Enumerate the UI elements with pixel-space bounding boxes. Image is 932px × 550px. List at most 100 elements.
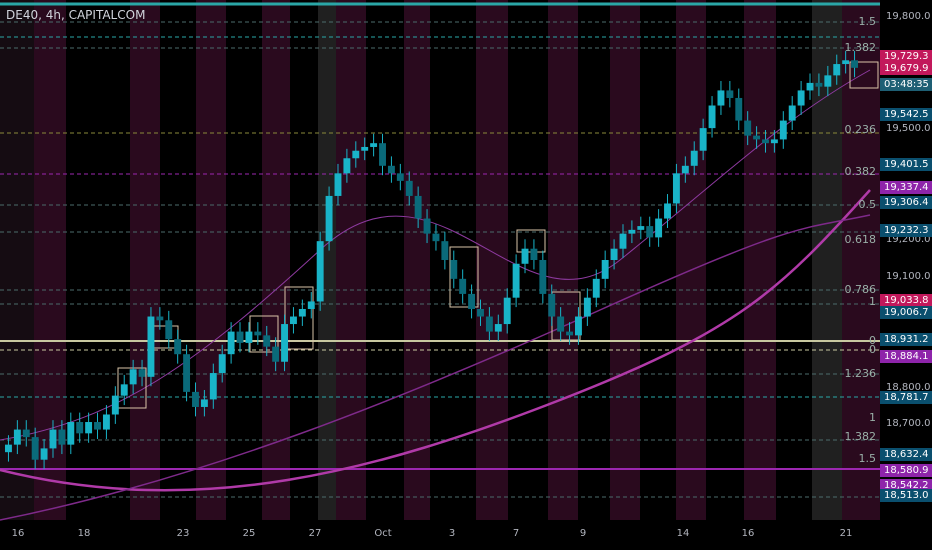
fib-level-label: 0.618 (844, 233, 877, 246)
candle-body (40, 448, 48, 460)
candle-body (298, 308, 306, 317)
candle-body (174, 339, 182, 355)
candle-body (379, 143, 386, 166)
candle-body (281, 324, 288, 362)
candle-body (147, 316, 155, 377)
candle-body (717, 90, 725, 106)
candle-body (788, 105, 796, 121)
candle-body (13, 429, 21, 445)
candle-body (352, 150, 360, 159)
annotation-box (449, 246, 479, 308)
candle-body (102, 414, 110, 430)
candle-body (263, 335, 271, 347)
session-band (262, 0, 290, 520)
candle-body (334, 173, 342, 196)
price-axis-tick: 18,700.0 (886, 418, 931, 429)
candle-body (396, 173, 404, 181)
fib-level-label: 1.5 (858, 15, 877, 28)
candle-body (361, 146, 369, 151)
session-band (476, 0, 508, 520)
candle-body (236, 331, 244, 343)
price-axis-tick: 19,500.0 (886, 123, 931, 134)
fib-level-label: 0.786 (844, 283, 877, 296)
candle-body (156, 316, 164, 321)
candle-body (5, 444, 12, 453)
price-tag: 18,931.2 (880, 333, 932, 346)
price-tag: 18,542.2 (880, 479, 932, 492)
candle-body (67, 422, 75, 445)
fib-level-label: 1.382 (844, 41, 877, 54)
candle-body (601, 260, 609, 279)
candle-body (129, 369, 137, 385)
time-axis-tick: 18 (77, 528, 91, 539)
candle-body (672, 173, 680, 204)
price-axis-tick: 19,100.0 (886, 271, 931, 282)
price-tag: 18,884.1 (880, 350, 932, 363)
candle-body (575, 316, 582, 336)
time-axis-tick: 21 (839, 528, 853, 539)
candle-body (690, 150, 698, 166)
candle-body (610, 248, 618, 260)
price-tag: 19,006.7 (880, 306, 932, 319)
ma-medium (0, 214, 871, 521)
time-axis-tick: Oct (374, 528, 392, 539)
candle-body (432, 233, 440, 242)
fib-level-label: 0 (869, 343, 876, 356)
price-axis-tick: 19,200.0 (886, 234, 931, 245)
ma-slow (0, 189, 871, 492)
fib-level-label: 0.382 (844, 165, 877, 178)
candle-body (254, 331, 262, 336)
candle-body (227, 331, 235, 355)
session-band (318, 0, 336, 520)
session-band (744, 0, 776, 520)
candle-body (708, 105, 716, 129)
price-tag: 18,580.9 (880, 464, 932, 477)
candle-body (824, 75, 832, 87)
candle-body (414, 195, 422, 219)
fib-level-label: 1.236 (844, 367, 877, 380)
fib-level-label: 1 (869, 295, 876, 308)
candle-body (387, 165, 395, 174)
symbol-title: DE40, 4h, CAPITALCOM (6, 8, 146, 22)
candle-body (165, 320, 173, 340)
candle-body (628, 229, 636, 234)
candle-body (753, 135, 761, 140)
candle-body (450, 260, 458, 279)
candle-body (797, 90, 805, 106)
session-band (548, 0, 578, 520)
candle-body (566, 331, 573, 336)
candle-body (209, 373, 217, 400)
candle-body (31, 437, 39, 460)
candle-body (681, 165, 689, 174)
candle-body (94, 422, 101, 430)
candle-body (459, 278, 467, 294)
session-band (404, 0, 430, 520)
candle-body (370, 143, 378, 147)
price-tag: 19,401.5 (880, 158, 932, 171)
candle-body (548, 293, 556, 317)
candle-body (272, 346, 280, 362)
candle-body (200, 399, 208, 407)
price-tag: 19,306.4 (880, 196, 932, 209)
candle-body (539, 260, 547, 294)
price-tag: 18,781.7 (880, 391, 932, 404)
candle-body (477, 308, 484, 317)
candle-body (183, 354, 191, 392)
candle-body (49, 429, 57, 449)
time-axis-tick: 14 (676, 528, 690, 539)
price-tag: 18,632.4 (880, 448, 932, 461)
time-axis-tick: 7 (512, 528, 520, 539)
session-band (842, 0, 880, 520)
time-axis-tick: 23 (176, 528, 190, 539)
candle-body (76, 422, 84, 434)
candle-body (815, 82, 823, 87)
candle-body (423, 218, 431, 234)
price-tag: 19,729.3 (880, 50, 932, 63)
candle-body (744, 120, 752, 136)
candle-body (485, 316, 493, 332)
candle-body (637, 226, 645, 230)
candle-body (530, 248, 538, 260)
time-axis-tick: 9 (579, 528, 587, 539)
